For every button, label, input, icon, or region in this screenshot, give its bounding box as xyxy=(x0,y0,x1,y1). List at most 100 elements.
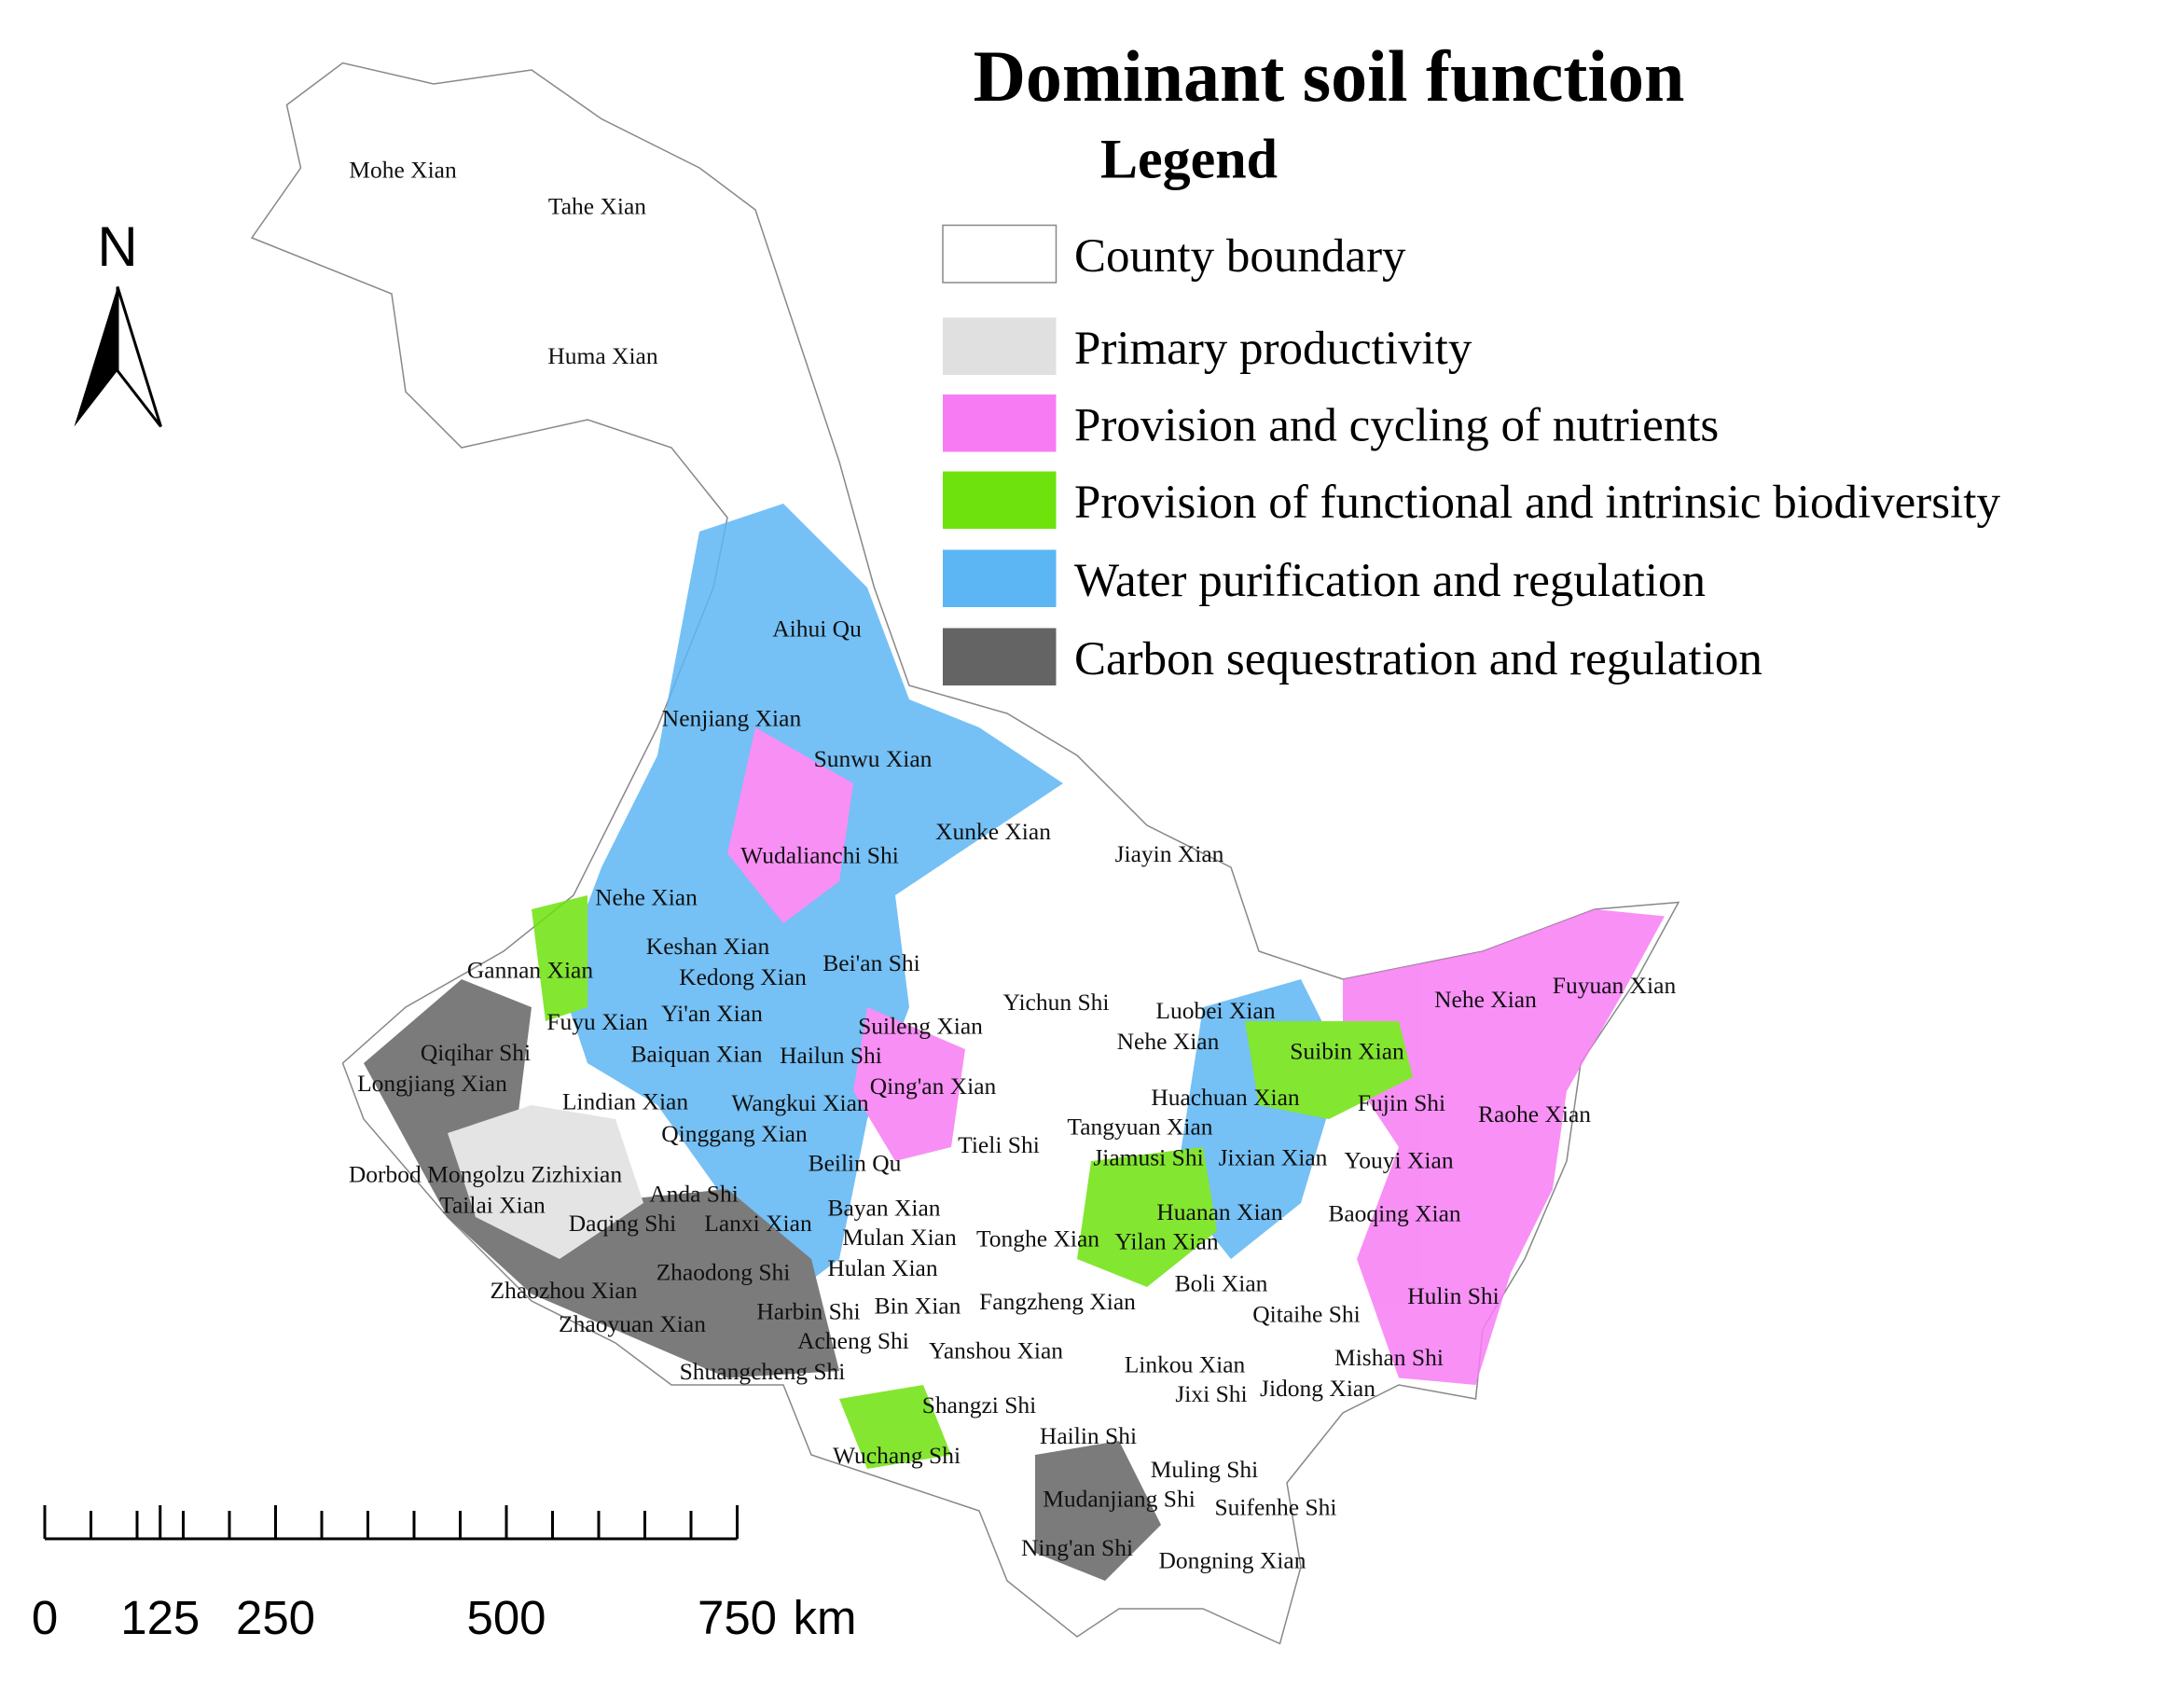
county-label: Tieli Shi xyxy=(958,1131,1040,1158)
county-label: Tonghe Xian xyxy=(976,1225,1099,1252)
county-label: Mohe Xian xyxy=(349,157,457,184)
county-label: Kedong Xian xyxy=(679,963,807,990)
county-label: Yilan Xian xyxy=(1114,1228,1218,1255)
county-label: Fangzheng Xian xyxy=(979,1288,1136,1315)
nutrient-area xyxy=(1343,909,1665,1385)
scale-label: 750 xyxy=(698,1591,777,1644)
county-label: Hailin Shi xyxy=(1040,1422,1137,1449)
map: Mohe Xian Tahe Xian Huma Xian Aihui Qu Nenji… xyxy=(32,35,2000,1645)
scale-unit: km xyxy=(794,1591,857,1644)
county-label: Fuyu Xian xyxy=(546,1008,648,1035)
legend-swatch xyxy=(943,549,1057,607)
county-label: Tailai Xian xyxy=(439,1192,546,1219)
county-label: Nenjiang Xian xyxy=(662,705,802,732)
scale-label: 250 xyxy=(236,1591,315,1644)
county-label: Mudanjiang Shi xyxy=(1043,1486,1196,1513)
north-arrow-right xyxy=(116,286,162,428)
legend-swatch xyxy=(943,628,1057,685)
county-label: Suibin Xian xyxy=(1290,1038,1404,1065)
county-label: Jixi Shi xyxy=(1175,1380,1247,1407)
county-label: Bayan Xian xyxy=(827,1195,940,1222)
county-label: Anda Shi xyxy=(649,1181,739,1208)
county-label: Boli Xian xyxy=(1175,1270,1268,1297)
county-label: Jidong Xian xyxy=(1260,1375,1375,1402)
county-label: Keshan Xian xyxy=(646,933,770,960)
county-label: Jiamusi Shi xyxy=(1093,1144,1203,1171)
legend-label: Water purification and regulation xyxy=(1074,555,1706,607)
county-label: Beilin Qu xyxy=(809,1150,902,1177)
scale-label: 0 xyxy=(32,1591,58,1644)
north-label: N xyxy=(97,215,137,278)
legend-label: Provision of functional and intrinsic bi… xyxy=(1074,477,2000,529)
county-label: Hailun Shi xyxy=(780,1042,882,1069)
nutrient-area xyxy=(853,1007,965,1161)
county-label: Qiqihar Shi xyxy=(421,1039,531,1066)
county-label: Bei'an Shi xyxy=(822,949,919,976)
county-label: Fuyuan Xian xyxy=(1553,972,1677,999)
county-label: Longjiang Xian xyxy=(357,1070,507,1097)
county-label: Qing'an Xian xyxy=(870,1072,997,1100)
county-label: Harbin Shi xyxy=(756,1298,860,1325)
nutrient-area xyxy=(727,727,853,923)
legend-swatch xyxy=(943,471,1057,529)
county-label: Hulan Xian xyxy=(827,1254,938,1281)
county-label: Nehe Xian xyxy=(595,884,698,911)
county-label: Nehe Xian xyxy=(1434,986,1537,1013)
soil-function-areas xyxy=(364,504,1665,1581)
county-label: Bin Xian xyxy=(875,1293,961,1320)
biodiversity-area xyxy=(1245,1021,1413,1119)
county-label: Zhaodong Shi xyxy=(657,1259,791,1286)
legend-label: County boundary xyxy=(1074,230,1406,283)
county-label: Baiquan Xian xyxy=(631,1041,763,1068)
carbon-area xyxy=(1035,1441,1161,1581)
county-label: Suifenhe Shi xyxy=(1214,1494,1336,1521)
county-label: Jixian Xian xyxy=(1219,1144,1328,1171)
county-label: Youyi Xian xyxy=(1344,1147,1453,1174)
legend: Dominant soil function Legend County bou… xyxy=(942,35,2000,685)
scale-label: 500 xyxy=(466,1591,546,1644)
county-label: Aihui Qu xyxy=(772,616,862,643)
legend-label: Carbon sequestration and regulation xyxy=(1074,633,1762,685)
county-label: Yi'an Xian xyxy=(661,1000,763,1027)
county-label: Xunke Xian xyxy=(935,818,1051,845)
county-label: Muling Shi xyxy=(1151,1456,1259,1483)
county-label: Lanxi Xian xyxy=(704,1210,812,1237)
county-label: Raohe Xian xyxy=(1478,1100,1591,1128)
county-label: Nehe Xian xyxy=(1117,1028,1220,1055)
legend-swatch xyxy=(943,317,1057,375)
county-label: Huachuan Xian xyxy=(1151,1084,1300,1111)
scale-bar: 0 125 250 500 750 km xyxy=(32,1505,857,1644)
county-labels: Mohe Xian Tahe Xian Huma Xian Aihui Qu Nenji… xyxy=(349,157,1677,1574)
county-label: Baoqing Xian xyxy=(1328,1200,1461,1227)
county-label: Wangkui Xian xyxy=(731,1089,869,1116)
county-label: Qinggang Xian xyxy=(661,1120,808,1147)
county-label: Dongning Xian xyxy=(1159,1547,1306,1574)
county-label: Shangzi Shi xyxy=(922,1391,1037,1418)
legend-swatch xyxy=(943,394,1057,452)
legend-label: Primary productivity xyxy=(1074,323,1472,375)
county-label: Acheng Shi xyxy=(797,1327,909,1354)
county-label: Sunwu Xian xyxy=(814,745,933,772)
county-label: Jiayin Xian xyxy=(1115,840,1224,867)
county-label: Fujin Shi xyxy=(1358,1089,1445,1116)
legend-title: Legend xyxy=(1100,129,1278,190)
county-label: Suileng Xian xyxy=(858,1013,983,1040)
county-label: Yanshou Xian xyxy=(929,1337,1063,1364)
county-label: Zhaozhou Xian xyxy=(491,1277,638,1304)
county-label: Mulan Xian xyxy=(842,1224,957,1251)
county-label: Mishan Shi xyxy=(1334,1344,1444,1371)
county-label: Wuchang Shi xyxy=(833,1442,961,1469)
county-label: Ning'an Shi xyxy=(1021,1534,1133,1561)
primary-area xyxy=(448,1105,643,1259)
map-title: Dominant soil function xyxy=(974,35,1685,117)
north-arrow-left xyxy=(74,286,117,427)
county-label: Qitaihe Shi xyxy=(1252,1301,1360,1328)
county-label: Tangyuan Xian xyxy=(1067,1114,1212,1141)
county-label: Daqing Shi xyxy=(569,1210,676,1237)
biodiversity-area xyxy=(839,1385,951,1469)
county-label: Wudalianchi Shi xyxy=(740,842,899,869)
county-label: Gannan Xian xyxy=(467,957,593,984)
scale-label: 125 xyxy=(120,1591,200,1644)
county-label: Dorbod Mongolzu Zizhixian xyxy=(349,1161,622,1188)
